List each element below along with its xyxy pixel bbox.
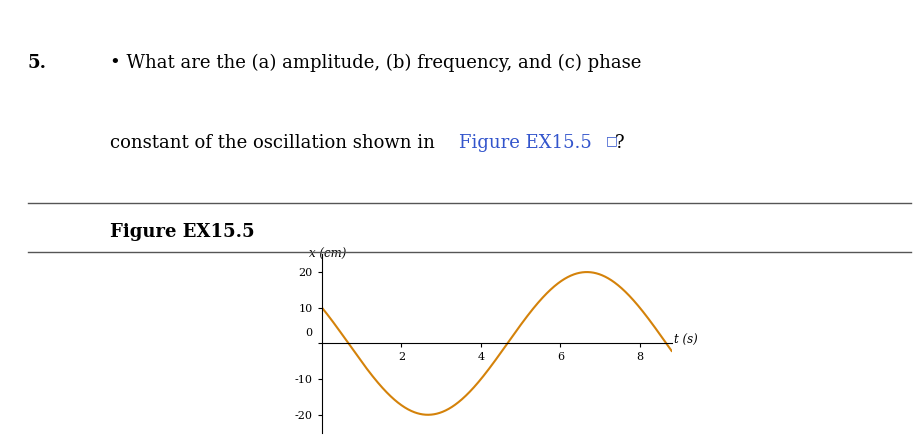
Text: t (s): t (s) bbox=[673, 334, 697, 347]
Text: □: □ bbox=[606, 134, 618, 147]
Text: • What are the (a) amplitude, (b) frequency, and (c) phase: • What are the (a) amplitude, (b) freque… bbox=[110, 54, 641, 72]
Text: 0: 0 bbox=[304, 328, 312, 338]
Text: 5.: 5. bbox=[28, 54, 47, 71]
Text: Figure EX15.5: Figure EX15.5 bbox=[459, 134, 591, 152]
Text: Figure EX15.5: Figure EX15.5 bbox=[110, 223, 255, 241]
Text: x (cm): x (cm) bbox=[309, 248, 346, 261]
Text: constant of the oscillation shown in: constant of the oscillation shown in bbox=[110, 134, 440, 152]
Text: ?: ? bbox=[614, 134, 623, 152]
